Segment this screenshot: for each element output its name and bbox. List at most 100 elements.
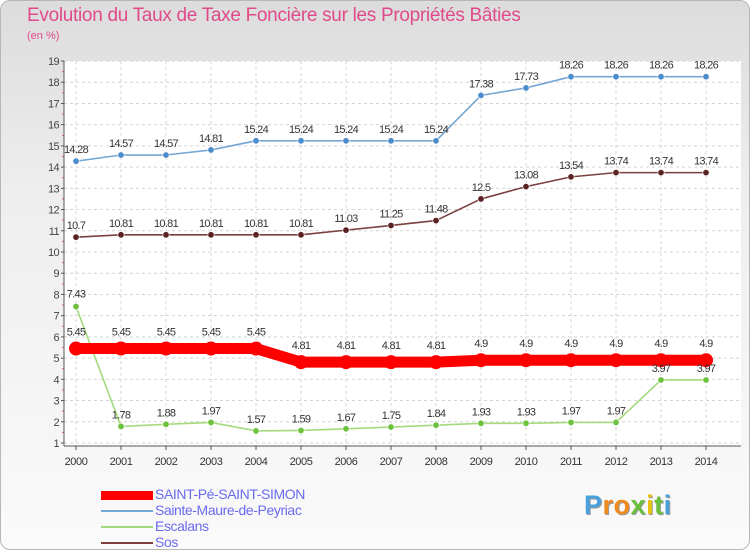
data-label: 14.57 — [154, 138, 179, 150]
data-label: 13.08 — [514, 170, 539, 182]
data-label: 7.43 — [67, 289, 86, 301]
legend-swatch — [101, 542, 153, 544]
data-point — [162, 151, 170, 159]
data-point — [342, 137, 350, 145]
data-point — [342, 425, 350, 433]
data-point — [72, 157, 80, 165]
data-point — [117, 151, 125, 159]
y-tick-label: 5 — [53, 353, 59, 365]
y-tick-label: 14 — [48, 162, 60, 174]
data-point — [69, 341, 83, 356]
data-label: 15.24 — [334, 124, 359, 136]
y-tick-label: 11 — [49, 226, 60, 238]
x-tick-label: 2012 — [605, 456, 628, 468]
data-label: 10.81 — [289, 218, 314, 230]
chart-legend: SAINT-Pé-SAINT-SIMON Sainte-Maure-de-Peyr… — [101, 486, 381, 549]
y-tick-label: 18 — [48, 77, 60, 89]
data-point — [297, 426, 305, 434]
x-tick-label: 2001 — [110, 456, 133, 468]
data-label: 1.59 — [292, 413, 311, 425]
data-label: 4.81 — [292, 340, 311, 352]
data-point — [297, 137, 305, 145]
data-point — [657, 169, 665, 177]
data-point — [294, 355, 308, 370]
data-point — [477, 195, 485, 203]
data-label: 5.45 — [112, 327, 131, 339]
y-tick-label: 10 — [48, 247, 60, 259]
chart-title: Evolution du Taux de Taxe Foncière sur l… — [27, 5, 521, 26]
x-tick-label: 2000 — [65, 456, 88, 468]
data-label: 4.9 — [609, 338, 623, 350]
legend-label: SAINT-Pé-SAINT-SIMON — [155, 486, 305, 502]
data-label: 12.5 — [472, 182, 491, 194]
legend-label: Escalans — [155, 518, 209, 534]
legend-item: Sainte-Maure-de-Peyriac — [101, 502, 381, 519]
data-point — [72, 303, 80, 311]
logo-letter: x — [630, 490, 647, 520]
data-point — [384, 355, 398, 370]
data-label: 5.45 — [247, 327, 266, 339]
data-point — [252, 231, 260, 239]
legend-swatch — [101, 491, 153, 500]
data-point — [612, 169, 620, 177]
x-tick-label: 2009 — [470, 456, 493, 468]
y-tick-label: 6 — [53, 332, 59, 344]
data-point — [702, 169, 710, 177]
data-point — [249, 341, 263, 356]
data-label: 3.97 — [652, 363, 671, 375]
x-tick-label: 2014 — [695, 456, 718, 468]
data-label: 10.81 — [199, 218, 224, 230]
data-point — [612, 73, 620, 81]
y-tick-label: 15 — [48, 141, 60, 153]
data-label: 17.38 — [469, 78, 494, 90]
data-label: 18.26 — [694, 60, 719, 72]
y-tick-label: 19 — [48, 56, 60, 68]
data-point — [567, 173, 575, 181]
data-label: 5.45 — [202, 327, 221, 339]
x-tick-label: 2003 — [200, 456, 223, 468]
y-tick-label: 17 — [48, 98, 60, 110]
data-label: 11.03 — [334, 213, 358, 225]
x-tick-label: 2011 — [560, 456, 582, 468]
data-point — [162, 231, 170, 239]
data-point — [342, 226, 350, 234]
legend-item: Escalans — [101, 518, 381, 535]
logo-letter: r — [602, 490, 614, 520]
data-label: 1.67 — [337, 412, 356, 424]
y-axis-unit-label: (en %) — [27, 30, 60, 42]
data-label: 4.9 — [474, 338, 488, 350]
data-label: 18.26 — [649, 60, 674, 72]
data-label: 4.9 — [564, 338, 578, 350]
x-tick-label: 2013 — [650, 456, 673, 468]
legend-label: Sainte-Maure-de-Peyriac — [155, 502, 302, 518]
data-label: 5.45 — [157, 327, 176, 339]
x-tick-label: 2010 — [515, 456, 538, 468]
data-point — [117, 422, 125, 430]
data-point — [477, 419, 485, 427]
data-label: 4.81 — [382, 340, 401, 352]
data-point — [204, 341, 218, 356]
y-tick-label: 8 — [53, 289, 59, 301]
data-label: 1.93 — [517, 406, 536, 418]
data-point — [252, 427, 260, 435]
data-point — [207, 146, 215, 154]
data-point — [654, 353, 668, 368]
data-point — [207, 418, 215, 426]
y-tick-label: 16 — [48, 120, 60, 132]
data-label: 11.25 — [379, 208, 403, 220]
x-tick-label: 2002 — [155, 456, 178, 468]
data-label: 1.78 — [112, 409, 131, 421]
data-label: 13.74 — [649, 156, 674, 168]
y-tick-label: 1 — [53, 438, 59, 450]
data-point — [564, 353, 578, 368]
legend-item: Sos — [101, 534, 381, 549]
data-point — [432, 137, 440, 145]
data-label: 10.81 — [109, 218, 134, 230]
data-label: 1.93 — [472, 406, 491, 418]
y-tick-label: 12 — [48, 205, 60, 217]
legend-item: SAINT-Pé-SAINT-SIMON — [101, 486, 381, 503]
logo-letter: i — [663, 490, 672, 520]
data-label: 18.26 — [559, 60, 584, 72]
data-label: 13.74 — [694, 156, 719, 168]
